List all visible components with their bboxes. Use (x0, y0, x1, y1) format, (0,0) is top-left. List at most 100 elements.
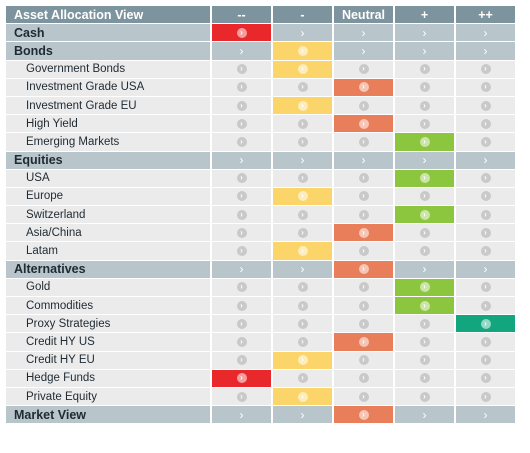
rating-cell-positive[interactable]: › (395, 297, 456, 316)
rating-cell-negative[interactable]: › (273, 133, 334, 152)
rating-cell-very-negative[interactable]: › (212, 333, 273, 352)
rating-cell-negative[interactable]: › (273, 224, 334, 243)
rating-cell-very-negative[interactable]: › (212, 260, 273, 279)
rating-cell-neutral[interactable]: › (334, 115, 395, 134)
rating-cell-positive[interactable]: › (395, 351, 456, 370)
rating-cell-very-positive[interactable]: › (456, 224, 517, 243)
rating-cell-very-negative[interactable]: › (212, 224, 273, 243)
rating-cell-negative[interactable]: › (273, 278, 334, 297)
rating-cell-very-negative[interactable]: › (212, 297, 273, 316)
rating-cell-very-negative[interactable]: › (212, 351, 273, 370)
rating-cell-neutral[interactable]: › (334, 151, 395, 170)
rating-cell-negative[interactable]: › (273, 351, 334, 370)
rating-cell-very-negative[interactable]: › (212, 278, 273, 297)
rating-cell-positive[interactable]: › (395, 369, 456, 388)
rating-cell-very-positive[interactable]: › (456, 278, 517, 297)
rating-cell-very-negative[interactable]: › (212, 206, 273, 225)
rating-cell-very-positive[interactable]: › (456, 169, 517, 188)
rating-cell-positive[interactable]: › (395, 278, 456, 297)
rating-cell-neutral[interactable]: › (334, 369, 395, 388)
rating-cell-negative[interactable]: › (273, 315, 334, 334)
rating-cell-very-positive[interactable]: › (456, 133, 517, 152)
rating-cell-positive[interactable]: › (395, 169, 456, 188)
rating-cell-neutral[interactable]: › (334, 96, 395, 116)
rating-cell-very-negative[interactable]: › (212, 133, 273, 152)
rating-cell-positive[interactable]: › (395, 96, 456, 116)
rating-cell-very-positive[interactable]: › (456, 406, 517, 425)
rating-cell-positive[interactable]: › (395, 260, 456, 279)
rating-cell-neutral[interactable]: › (334, 260, 395, 279)
rating-cell-positive[interactable]: › (395, 406, 456, 425)
rating-cell-negative[interactable]: › (273, 242, 334, 261)
rating-cell-neutral[interactable]: › (334, 42, 395, 61)
rating-cell-negative[interactable]: › (273, 406, 334, 425)
rating-cell-positive[interactable]: › (395, 115, 456, 134)
rating-cell-very-negative[interactable]: › (212, 115, 273, 134)
rating-cell-positive[interactable]: › (395, 78, 456, 97)
rating-cell-very-negative[interactable]: › (212, 406, 273, 425)
rating-cell-neutral[interactable]: › (334, 206, 395, 225)
rating-cell-positive[interactable]: › (395, 133, 456, 152)
rating-cell-positive[interactable]: › (395, 315, 456, 334)
rating-cell-very-positive[interactable]: › (456, 297, 517, 316)
rating-cell-very-negative[interactable]: › (212, 24, 273, 43)
rating-cell-very-positive[interactable]: › (456, 187, 517, 207)
rating-cell-negative[interactable]: › (273, 187, 334, 207)
rating-cell-very-positive[interactable]: › (456, 78, 517, 97)
rating-cell-neutral[interactable]: › (334, 133, 395, 152)
rating-cell-positive[interactable]: › (395, 187, 456, 207)
rating-cell-positive[interactable]: › (395, 387, 456, 407)
rating-cell-positive[interactable]: › (395, 224, 456, 243)
rating-cell-very-positive[interactable]: › (456, 369, 517, 388)
rating-cell-positive[interactable]: › (395, 206, 456, 225)
rating-cell-neutral[interactable]: › (334, 187, 395, 207)
rating-cell-very-negative[interactable]: › (212, 42, 273, 61)
rating-cell-very-positive[interactable]: › (456, 115, 517, 134)
rating-cell-neutral[interactable]: › (334, 78, 395, 97)
rating-cell-very-positive[interactable]: › (456, 333, 517, 352)
rating-cell-very-negative[interactable]: › (212, 151, 273, 170)
rating-cell-negative[interactable]: › (273, 260, 334, 279)
rating-cell-negative[interactable]: › (273, 78, 334, 97)
rating-cell-very-positive[interactable]: › (456, 42, 517, 61)
rating-cell-negative[interactable]: › (273, 24, 334, 43)
rating-cell-neutral[interactable]: › (334, 278, 395, 297)
rating-cell-very-positive[interactable]: › (456, 206, 517, 225)
rating-cell-very-positive[interactable]: › (456, 242, 517, 261)
rating-cell-neutral[interactable]: › (334, 24, 395, 43)
rating-cell-very-positive[interactable]: › (456, 60, 517, 79)
rating-cell-positive[interactable]: › (395, 151, 456, 170)
rating-cell-neutral[interactable]: › (334, 351, 395, 370)
rating-cell-very-negative[interactable]: › (212, 96, 273, 116)
rating-cell-very-positive[interactable]: › (456, 351, 517, 370)
rating-cell-negative[interactable]: › (273, 387, 334, 407)
rating-cell-negative[interactable]: › (273, 333, 334, 352)
rating-cell-very-positive[interactable]: › (456, 260, 517, 279)
rating-cell-negative[interactable]: › (273, 206, 334, 225)
rating-cell-negative[interactable]: › (273, 369, 334, 388)
rating-cell-neutral[interactable]: › (334, 315, 395, 334)
rating-cell-negative[interactable]: › (273, 115, 334, 134)
rating-cell-negative[interactable]: › (273, 96, 334, 116)
rating-cell-very-negative[interactable]: › (212, 315, 273, 334)
rating-cell-negative[interactable]: › (273, 297, 334, 316)
rating-cell-very-negative[interactable]: › (212, 242, 273, 261)
rating-cell-very-positive[interactable]: › (456, 151, 517, 170)
rating-cell-negative[interactable]: › (273, 169, 334, 188)
rating-cell-neutral[interactable]: › (334, 406, 395, 425)
rating-cell-negative[interactable]: › (273, 151, 334, 170)
rating-cell-neutral[interactable]: › (334, 224, 395, 243)
rating-cell-very-positive[interactable]: › (456, 24, 517, 43)
rating-cell-neutral[interactable]: › (334, 387, 395, 407)
rating-cell-positive[interactable]: › (395, 242, 456, 261)
rating-cell-very-negative[interactable]: › (212, 387, 273, 407)
rating-cell-very-negative[interactable]: › (212, 169, 273, 188)
rating-cell-positive[interactable]: › (395, 42, 456, 61)
rating-cell-positive[interactable]: › (395, 333, 456, 352)
rating-cell-very-negative[interactable]: › (212, 78, 273, 97)
rating-cell-very-negative[interactable]: › (212, 60, 273, 79)
rating-cell-neutral[interactable]: › (334, 297, 395, 316)
rating-cell-neutral[interactable]: › (334, 333, 395, 352)
rating-cell-negative[interactable]: › (273, 60, 334, 79)
rating-cell-very-positive[interactable]: › (456, 315, 517, 334)
